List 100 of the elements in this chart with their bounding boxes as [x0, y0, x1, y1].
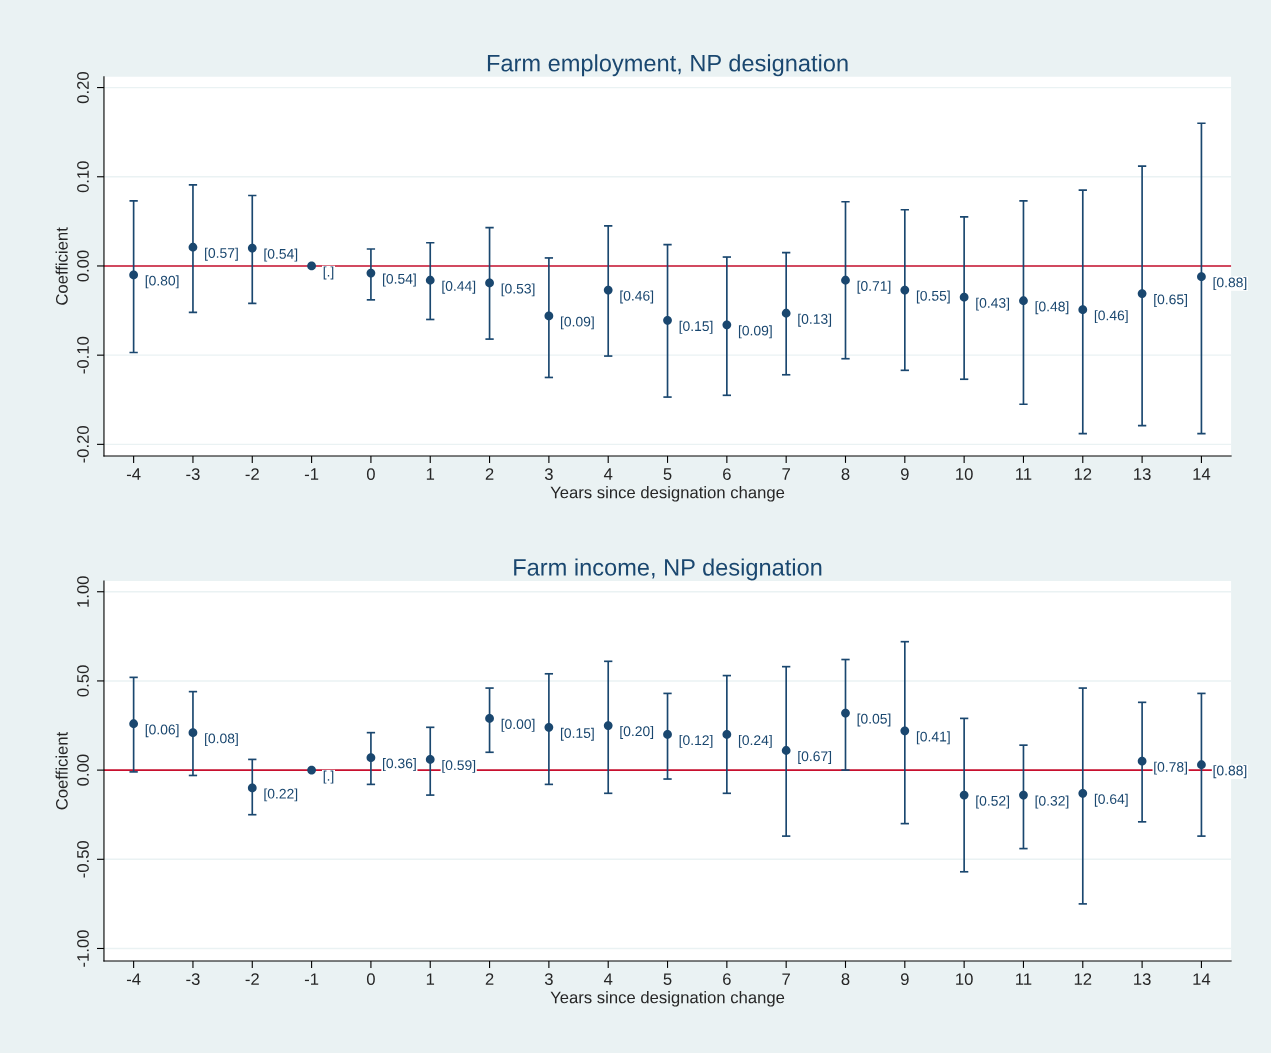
x-tick-label: 9 [900, 468, 909, 480]
y-tick-label: 0.00 [77, 754, 89, 786]
point [188, 728, 198, 738]
x-tick-label: 8 [841, 973, 850, 986]
point [247, 243, 257, 253]
annotation: [0.20] [620, 725, 654, 739]
annotation: [0.46] [1094, 310, 1128, 324]
point [663, 315, 672, 325]
annotation: [0.13] [798, 313, 832, 327]
point [781, 308, 791, 318]
annotation: [0.15] [679, 320, 713, 334]
y-tick-label: 1.00 [77, 576, 89, 607]
y-axis-title: Coefficient [55, 227, 68, 305]
x-tick-label: -1 [304, 973, 319, 985]
x-tick-label: 3 [544, 468, 553, 480]
annotation: [0.57] [205, 247, 238, 261]
x-tick-label: 3 [544, 973, 553, 986]
annotation: [0.24] [738, 734, 772, 748]
point [425, 275, 435, 285]
point [366, 268, 376, 278]
point [603, 285, 613, 295]
point [959, 292, 969, 302]
point [425, 755, 435, 764]
point [188, 242, 198, 252]
annotation: [0.65] [1154, 294, 1187, 308]
x-tick-label: -4 [126, 973, 141, 985]
x-tick-label: 2 [485, 468, 494, 480]
point [603, 721, 613, 730]
x-tick-label: 4 [603, 973, 613, 985]
x-tick-label: 1 [426, 973, 435, 985]
annotation: [0.22] [264, 788, 298, 802]
x-tick-label: 0 [366, 468, 375, 480]
annotation: [0.41] [916, 731, 950, 745]
point [1019, 296, 1028, 306]
y-tick-label: 0.50 [77, 665, 89, 697]
chart-title: Farm employment, NP designation [487, 54, 848, 77]
point [307, 765, 316, 775]
x-tick-label: 9 [900, 973, 909, 986]
point [1197, 272, 1206, 282]
annotation: [0.48] [1035, 301, 1069, 315]
x-tick-label: 11 [1016, 973, 1032, 985]
point [366, 753, 376, 763]
chart-title: Farm income, NP designation [514, 558, 822, 581]
annotation: [0.54] [264, 248, 298, 262]
annotation: [0.36] [383, 758, 416, 772]
point [247, 783, 257, 793]
annotation: [0.08] [205, 733, 238, 747]
x-tick-label: -2 [245, 468, 259, 480]
point [1078, 305, 1088, 315]
annotation: [0.52] [976, 795, 1010, 809]
annotation: [.] [323, 770, 334, 784]
x-tick-label: -4 [126, 468, 141, 480]
annotation: [0.88] [1213, 277, 1247, 291]
annotation: [0.00] [501, 718, 535, 732]
x-tick-label: 5 [663, 468, 672, 480]
x-tick-label: 14 [1193, 973, 1211, 985]
point [129, 270, 139, 280]
annotation: [0.53] [501, 283, 535, 297]
y-tick-label: -0.50 [77, 840, 89, 878]
annotation: [0.06] [145, 724, 179, 738]
x-tick-label: 10 [956, 973, 973, 986]
x-axis-title: Years since designation change [550, 486, 785, 502]
x-tick-label: 5 [663, 973, 672, 986]
x-tick-label: 10 [956, 468, 973, 480]
annotation: [0.12] [679, 734, 713, 748]
x-tick-label: -3 [186, 468, 200, 480]
point [1197, 760, 1206, 770]
x-tick-label: 12 [1074, 468, 1092, 480]
point [663, 730, 672, 739]
x-tick-label: 7 [782, 468, 790, 480]
x-tick-label: -3 [186, 973, 200, 986]
annotation: [0.44] [442, 280, 476, 294]
annotation: [0.88] [1213, 765, 1247, 779]
x-tick-label: 12 [1074, 973, 1092, 985]
y-tick-label: -0.10 [77, 336, 89, 374]
annotation: [0.15] [560, 727, 594, 741]
annotation: [0.59] [442, 759, 476, 773]
point [1078, 788, 1088, 798]
point [959, 790, 969, 800]
point [1137, 289, 1147, 299]
x-tick-label: 14 [1193, 468, 1211, 480]
point [722, 730, 732, 739]
point [841, 708, 850, 718]
y-tick-label: 0.20 [77, 72, 89, 104]
annotation: [0.78] [1154, 761, 1187, 775]
x-tick-label: 1 [426, 468, 435, 480]
annotation: [0.09] [560, 316, 594, 330]
annotation: [0.80] [145, 275, 179, 289]
point [544, 722, 554, 732]
x-tick-label: 11 [1016, 468, 1032, 480]
x-tick-label: 13 [1134, 468, 1151, 480]
point [1019, 790, 1028, 800]
point [1137, 756, 1147, 766]
x-tick-label: 6 [723, 973, 731, 986]
x-tick-label: 7 [782, 973, 790, 985]
point [485, 278, 494, 288]
x-tick-label: 4 [603, 468, 613, 480]
point [485, 714, 494, 723]
point [900, 285, 910, 295]
x-tick-label: 13 [1134, 973, 1151, 986]
